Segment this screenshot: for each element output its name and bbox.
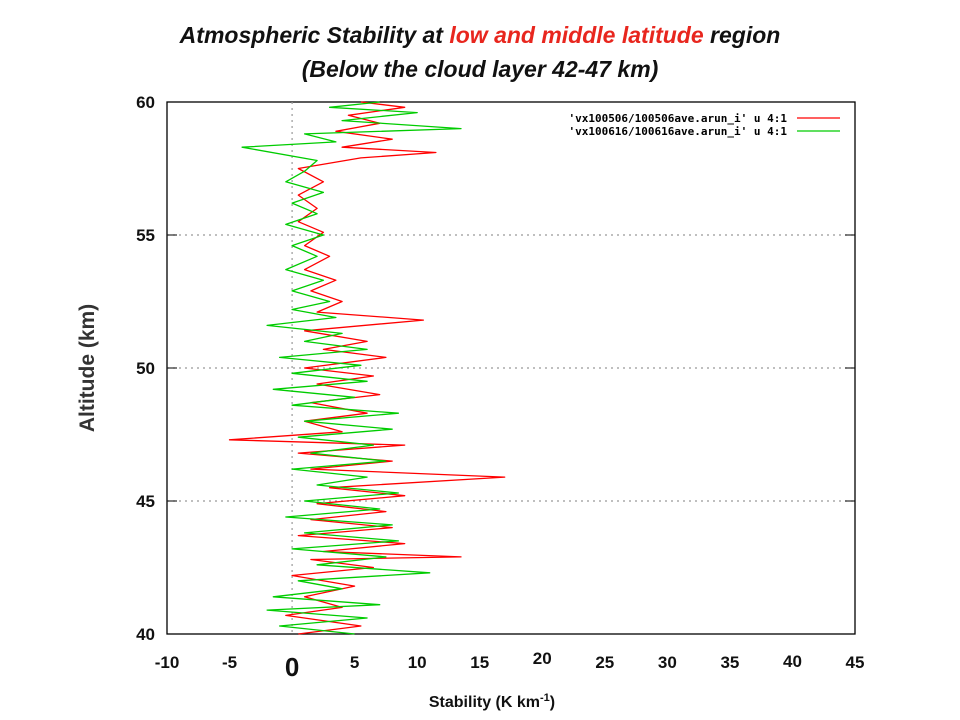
x-tick-label-0: 0: [285, 652, 299, 682]
legend-label-1: 'vx100506/100506ave.arun_i' u 4:1: [568, 112, 787, 125]
chart-title: Atmospheric Stability at low and middle …: [0, 18, 960, 86]
grid: [167, 102, 855, 634]
x-tick-label-45: 45: [846, 653, 865, 672]
x-tick-label-5: 5: [350, 653, 359, 672]
x-tick-label-10: 10: [408, 653, 427, 672]
y-axis-label: Altitude (km): [76, 304, 99, 432]
x-tick-label-35: 35: [720, 653, 739, 672]
series-group: [228, 101, 506, 635]
title-highlight: low and middle latitude: [449, 22, 704, 48]
title-prefix: Atmospheric Stability at: [179, 22, 450, 48]
title-line-1: Atmospheric Stability at low and middle …: [0, 18, 960, 52]
x-tick-label--5: -5: [222, 653, 237, 672]
y-axis-ticks: 40 45 50 55 60: [136, 93, 855, 644]
x-axis-label-superscript: -1: [540, 692, 550, 704]
y-tick-label-55: 55: [136, 226, 155, 245]
x-axis-label-main: Stability (K km: [429, 694, 540, 711]
y-tick-label-45: 45: [136, 492, 155, 511]
y-tick-label-60: 60: [136, 93, 155, 112]
title-line-2: (Below the cloud layer 42-47 km): [301, 56, 659, 82]
x-axis-ticks: -10 -5 0 5 10 15 20 25 30 35 40 45: [155, 649, 865, 682]
title-suffix: region: [703, 22, 781, 48]
x-tick-label--10: -10: [155, 653, 180, 672]
y-tick-label-50: 50: [136, 359, 155, 378]
x-tick-label-20: 20: [533, 649, 552, 668]
x-tick-label-40: 40: [783, 652, 802, 671]
x-tick-label-30: 30: [658, 653, 677, 672]
x-tick-label-25: 25: [595, 653, 614, 672]
x-tick-label-15: 15: [470, 653, 489, 672]
x-axis-label: Stability (K km-1): [429, 692, 555, 711]
y-tick-label-40: 40: [136, 625, 155, 644]
legend-label-2: 'vx100616/100616ave.arun_i' u 4:1: [568, 125, 787, 138]
x-axis-label-close: ): [550, 694, 555, 711]
legend: 'vx100506/100506ave.arun_i' u 4:1'vx1006…: [568, 112, 840, 138]
series-line-2: [241, 101, 462, 635]
series-line-1: [228, 101, 506, 635]
